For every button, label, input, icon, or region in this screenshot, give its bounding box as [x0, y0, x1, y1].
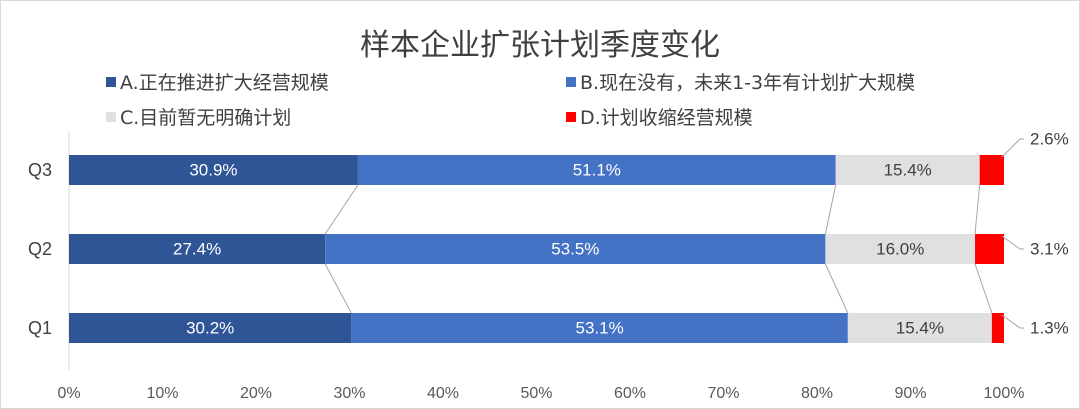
data-label: 27.4% — [173, 239, 221, 258]
legend-item: B.现在没有，未来1-3年有计划扩大规模 — [566, 68, 915, 95]
x-tick-label: 100% — [984, 385, 1025, 402]
x-tick-label: 0% — [57, 385, 80, 402]
bar-segment — [979, 155, 1004, 185]
data-label: 53.5% — [551, 239, 599, 258]
series-line — [974, 263, 993, 314]
series-line — [324, 263, 352, 314]
data-label: 51.1% — [573, 160, 621, 179]
data-label: 30.2% — [186, 318, 234, 337]
data-label: 16.0% — [876, 239, 924, 258]
legend-swatch — [566, 76, 576, 87]
legend-item: A.正在推进扩大经营规模 — [106, 68, 329, 95]
bar-segment — [825, 234, 976, 264]
x-tick-label: 40% — [427, 385, 459, 402]
data-label: 2.6% — [1030, 129, 1069, 148]
x-tick-label: 70% — [707, 385, 739, 402]
bar-segment — [847, 313, 992, 343]
legend-swatch — [106, 76, 116, 87]
legend-item: C.目前暂无明确计划 — [106, 103, 291, 130]
legend-swatch — [566, 111, 576, 122]
bar-segment — [69, 234, 326, 264]
series-line — [824, 263, 849, 314]
data-label: 15.4% — [896, 318, 944, 337]
series-line — [324, 184, 359, 235]
label-leader-line — [1001, 235, 1024, 250]
bar-segment — [357, 155, 836, 185]
label-leader-line — [1001, 138, 1024, 158]
series-line — [974, 184, 981, 235]
label-leader-line — [1001, 314, 1024, 329]
data-label: 1.3% — [1030, 318, 1069, 337]
data-label: 30.9% — [189, 160, 237, 179]
data-label: 3.1% — [1030, 239, 1069, 258]
x-tick-label: 80% — [801, 385, 833, 402]
x-tick-label: 20% — [240, 385, 272, 402]
bar-segment — [351, 313, 848, 343]
data-label: 15.4% — [884, 160, 932, 179]
chart-title: 样本企业扩张计划季度变化 — [360, 28, 720, 63]
bar-segment — [69, 155, 358, 185]
bar-segment — [69, 313, 352, 343]
legend-label: C.目前暂无明确计划 — [120, 107, 292, 129]
x-tick-label: 90% — [894, 385, 926, 402]
category-label: Q1 — [28, 318, 52, 338]
bar-segment — [835, 155, 980, 185]
legend-label: B.现在没有，未来1-3年有计划扩大规模 — [580, 72, 916, 94]
bar-segment — [991, 313, 1004, 343]
legend-swatch — [106, 111, 116, 122]
legend-label: A.正在推进扩大经营规模 — [120, 72, 329, 94]
bar-segment — [325, 234, 826, 264]
legend-label: D.计划收缩经营规模 — [580, 107, 753, 129]
series-line — [824, 184, 837, 235]
x-tick-label: 50% — [520, 385, 552, 402]
legend-item: D.计划收缩经营规模 — [566, 103, 753, 130]
category-label: Q3 — [28, 160, 52, 180]
bar-segment — [975, 234, 1004, 264]
x-tick-label: 30% — [333, 385, 365, 402]
data-label: 53.1% — [576, 318, 624, 337]
x-tick-label: 10% — [146, 385, 178, 402]
x-tick-label: 60% — [614, 385, 646, 402]
category-label: Q2 — [28, 239, 52, 259]
